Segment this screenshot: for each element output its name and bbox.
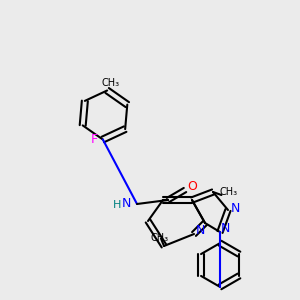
Text: F: F (90, 133, 98, 146)
Text: N: N (231, 202, 240, 215)
Text: N: N (195, 224, 205, 238)
Text: CH₃: CH₃ (101, 78, 119, 88)
Text: N: N (122, 196, 131, 210)
Text: O: O (188, 181, 197, 194)
Text: H: H (113, 200, 122, 211)
Text: CH₃: CH₃ (150, 232, 169, 243)
Text: CH₃: CH₃ (220, 187, 238, 197)
Text: N: N (221, 223, 230, 236)
